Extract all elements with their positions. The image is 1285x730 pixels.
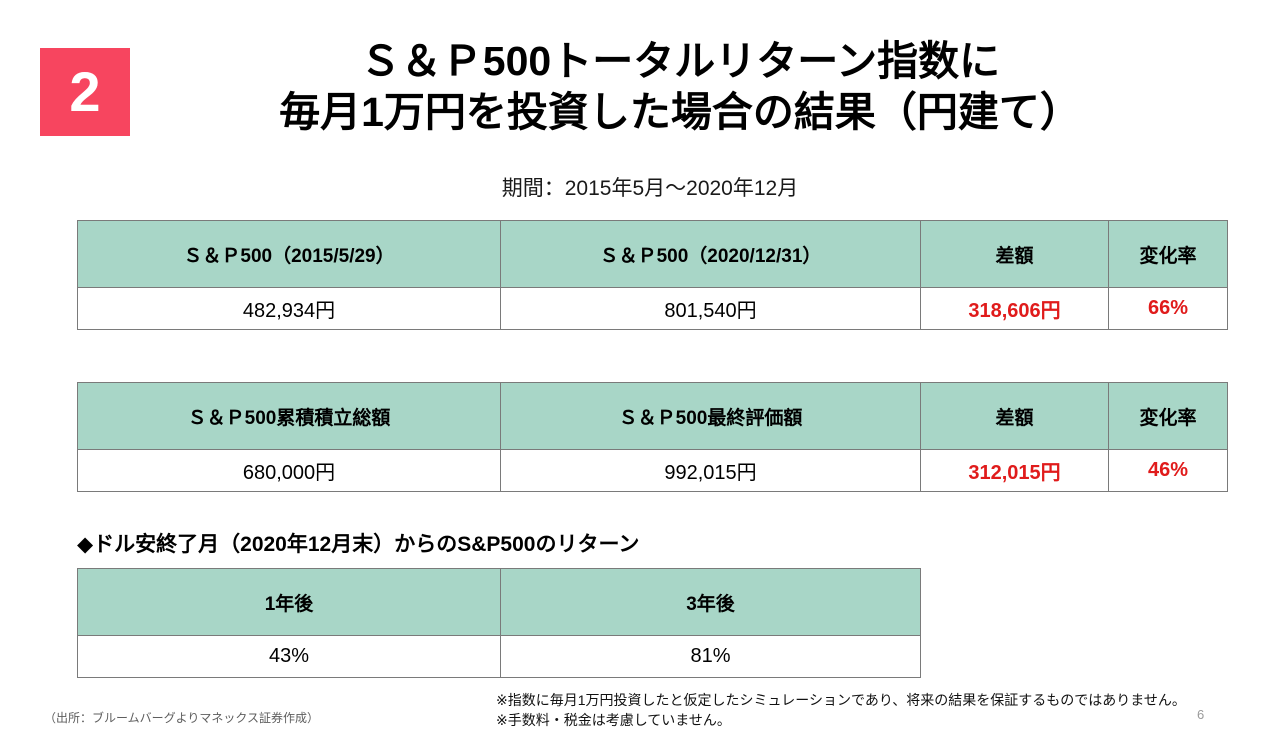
page-title-line-2: 毎月1万円を投資した場合の結果（円建て） bbox=[279, 89, 1081, 136]
disclaimer-line-1: ※指数に毎月1万円投資したと仮定したシミュレーションであり、将来の結果を保証する… bbox=[496, 692, 1186, 708]
table-row: 43% 81% bbox=[77, 635, 921, 678]
table-row: Ｓ＆Ｐ500（2015/5/29） Ｓ＆Ｐ500（2020/12/31） 差額 … bbox=[77, 220, 1228, 288]
page-subtitle: 期間：2015年5月～2020年12月 bbox=[501, 177, 799, 200]
table1-value-start: 482,934円 bbox=[77, 287, 501, 330]
section-heading-dollar-weakness-returns: ◆ドル安終了月（2020年12月末）からのS&P500のリターン bbox=[77, 533, 640, 556]
table2-value-change-rate: 46% bbox=[1108, 449, 1228, 492]
table1-value-end: 801,540円 bbox=[500, 287, 921, 330]
table2-value-total-invested: 680,000円 bbox=[77, 449, 501, 492]
page-title-line-1: Ｓ＆Ｐ500トータルリターン指数に bbox=[359, 38, 1001, 84]
table-row: 680,000円 992,015円 312,015円 46% bbox=[77, 449, 1228, 492]
table3-value-three-year: 81% bbox=[500, 635, 921, 678]
table3-header-three-year: 3年後 bbox=[500, 568, 921, 636]
table2-header-final-value: Ｓ＆Ｐ500最終評価額 bbox=[500, 382, 921, 450]
table-sp500-accumulation-result: Ｓ＆Ｐ500累積積立総額 Ｓ＆Ｐ500最終評価額 差額 変化率 680,000円… bbox=[77, 382, 1228, 492]
table1-header-change-rate: 変化率 bbox=[1108, 220, 1228, 288]
table-returns-after-dollar-weakness: 1年後 3年後 43% 81% bbox=[77, 568, 921, 678]
slide-number-badge: 2 bbox=[40, 48, 130, 136]
table1-header-end: Ｓ＆Ｐ500（2020/12/31） bbox=[500, 220, 921, 288]
table2-header-change-rate: 変化率 bbox=[1108, 382, 1228, 450]
table2-value-difference: 312,015円 bbox=[920, 449, 1109, 492]
table-row: Ｓ＆Ｐ500累積積立総額 Ｓ＆Ｐ500最終評価額 差額 変化率 bbox=[77, 382, 1228, 450]
table2-header-total-invested: Ｓ＆Ｐ500累積積立総額 bbox=[77, 382, 501, 450]
table2-value-final-value: 992,015円 bbox=[500, 449, 921, 492]
page-number: 6 bbox=[1197, 707, 1205, 722]
table1-value-difference: 318,606円 bbox=[920, 287, 1109, 330]
table1-header-difference: 差額 bbox=[920, 220, 1109, 288]
table3-header-one-year: 1年後 bbox=[77, 568, 501, 636]
page-title: Ｓ＆Ｐ500トータルリターン指数に 毎月1万円を投資した場合の結果（円建て） bbox=[140, 36, 1220, 139]
table1-header-start: Ｓ＆Ｐ500（2015/5/29） bbox=[77, 220, 501, 288]
table-row: 482,934円 801,540円 318,606円 66% bbox=[77, 287, 1228, 330]
table2-header-difference: 差額 bbox=[920, 382, 1109, 450]
table-sp500-index-comparison: Ｓ＆Ｐ500（2015/5/29） Ｓ＆Ｐ500（2020/12/31） 差額 … bbox=[77, 220, 1228, 330]
disclaimer-line-2: ※手数料・税金は考慮していません。 bbox=[496, 712, 731, 729]
disclaimer-note: ※指数に毎月1万円投資したと仮定したシミュレーションであり、将来の結果を保証する… bbox=[496, 690, 1186, 730]
slide-number-badge-label: 2 bbox=[69, 60, 101, 123]
table1-value-change-rate: 66% bbox=[1108, 287, 1228, 330]
source-note: （出所：ブルームバーグよりマネックス証券作成） bbox=[44, 711, 320, 725]
table-row: 1年後 3年後 bbox=[77, 568, 921, 636]
table3-value-one-year: 43% bbox=[77, 635, 501, 678]
